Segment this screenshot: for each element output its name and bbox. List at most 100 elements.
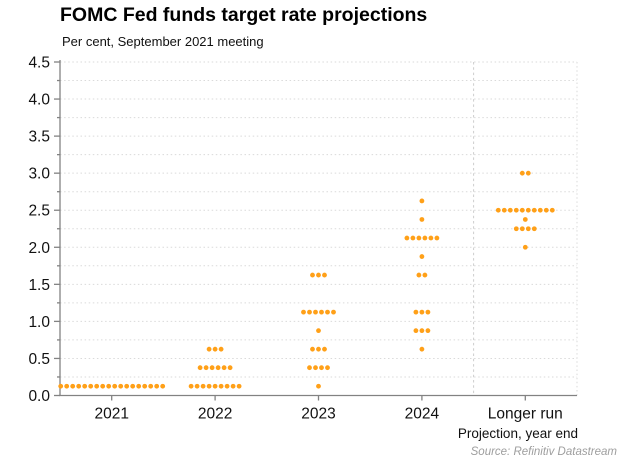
- projection-dot: [154, 383, 160, 389]
- y-tick-label: 0.5: [28, 351, 50, 368]
- projection-dot: [519, 207, 525, 213]
- projection-dot: [209, 365, 215, 371]
- projection-dot: [422, 235, 428, 241]
- x-tick-label: 2021: [94, 406, 128, 423]
- projection-dot: [322, 272, 327, 278]
- y-tick-label: 4.5: [28, 55, 50, 72]
- y-tick-label: 2.0: [28, 240, 50, 257]
- projection-dot: [194, 383, 200, 389]
- projection-dot: [112, 383, 118, 389]
- projection-dot: [200, 383, 206, 389]
- chart-title: FOMC Fed funds target rate projections: [60, 4, 428, 26]
- projection-dot: [319, 365, 324, 371]
- projection-dot: [513, 207, 519, 213]
- projection-dot: [419, 217, 425, 222]
- projection-dot: [419, 346, 425, 352]
- projection-dot: [522, 244, 528, 250]
- projection-dot: [218, 383, 224, 389]
- source-attribution: Source: Refinitiv Datastream: [470, 446, 617, 458]
- projection-dot: [100, 383, 106, 389]
- projection-dot: [236, 383, 242, 389]
- y-tick-label: 1.0: [28, 314, 50, 331]
- y-tick-label: 0.0: [28, 388, 50, 405]
- projection-dot: [136, 383, 142, 389]
- projection-dot: [416, 235, 422, 241]
- projection-dot: [197, 365, 203, 371]
- projection-dot: [313, 309, 318, 315]
- projection-dot: [513, 226, 519, 232]
- projection-dot: [419, 328, 425, 334]
- projection-dot: [316, 346, 321, 352]
- projection-dot: [322, 346, 327, 352]
- projection-dot: [224, 383, 230, 389]
- projection-dot: [419, 309, 425, 315]
- x-tick-label: Longer run: [488, 406, 563, 423]
- projection-dot: [82, 383, 88, 389]
- projection-dot: [76, 383, 82, 389]
- projection-dot: [212, 346, 218, 352]
- projection-dot: [413, 309, 419, 315]
- projection-dot: [531, 207, 537, 213]
- projection-dot: [331, 309, 336, 315]
- projection-dot: [301, 309, 306, 315]
- projection-dot: [425, 309, 431, 315]
- projection-dot: [221, 365, 227, 371]
- projection-dot: [206, 346, 212, 352]
- projection-dot: [519, 170, 525, 176]
- projection-dot: [307, 365, 312, 371]
- projection-dot: [434, 235, 440, 241]
- projection-dot: [501, 207, 507, 213]
- chart-subtitle: Per cent, September 2021 meeting: [62, 34, 264, 49]
- projection-dot: [148, 383, 154, 389]
- projection-dot: [124, 383, 130, 389]
- projection-dot: [413, 328, 419, 334]
- projection-dot: [58, 383, 64, 389]
- y-tick-label: 2.5: [28, 203, 50, 220]
- x-tick-label: 2022: [198, 406, 232, 423]
- projection-dot: [215, 365, 221, 371]
- projection-dot: [310, 272, 315, 278]
- projection-dot: [313, 365, 318, 371]
- projection-dot: [316, 383, 321, 389]
- projection-dot: [64, 383, 70, 389]
- projection-dot: [425, 328, 431, 334]
- projection-dot: [316, 328, 321, 334]
- projection-dot: [525, 226, 531, 232]
- projection-dot: [419, 198, 425, 204]
- projection-dot: [525, 170, 531, 176]
- projection-dot: [410, 235, 416, 241]
- projection-dot: [227, 365, 233, 371]
- projection-dot: [495, 207, 501, 213]
- projection-dot: [319, 309, 324, 315]
- projection-dot: [519, 226, 525, 232]
- projection-dot: [507, 207, 513, 213]
- projection-dot: [422, 272, 428, 278]
- projection-dot: [404, 235, 410, 241]
- projection-dot: [212, 383, 218, 389]
- projection-dot: [142, 383, 148, 389]
- projection-dot: [130, 383, 136, 389]
- x-tick-label: 2024: [405, 406, 440, 423]
- projection-dot: [106, 383, 112, 389]
- y-tick-label: 4.0: [28, 92, 50, 109]
- projection-dot: [325, 309, 330, 315]
- projection-dot: [419, 254, 425, 259]
- projection-dot: [525, 207, 531, 213]
- projection-dot: [118, 383, 124, 389]
- projection-dot: [325, 365, 330, 371]
- projection-dot: [416, 272, 422, 278]
- projection-dot: [70, 383, 76, 389]
- projection-dot: [94, 383, 100, 389]
- projection-dot: [230, 383, 236, 389]
- projection-dot: [88, 383, 94, 389]
- projection-dot: [188, 383, 194, 389]
- projection-dot: [428, 235, 434, 241]
- projection-dot: [537, 207, 543, 213]
- projection-dot: [310, 346, 315, 352]
- projection-dot: [203, 365, 209, 371]
- projection-dot: [522, 217, 528, 222]
- x-axis-title: Projection, year end: [457, 426, 578, 441]
- y-tick-label: 3.5: [28, 129, 50, 146]
